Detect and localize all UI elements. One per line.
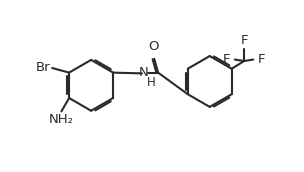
Text: NH₂: NH₂ (49, 113, 74, 126)
Text: F: F (258, 53, 265, 66)
Text: N: N (139, 66, 148, 79)
Text: O: O (148, 40, 159, 53)
Text: Br: Br (36, 61, 51, 74)
Text: F: F (240, 34, 248, 47)
Text: F: F (223, 53, 230, 66)
Text: H: H (147, 76, 156, 89)
